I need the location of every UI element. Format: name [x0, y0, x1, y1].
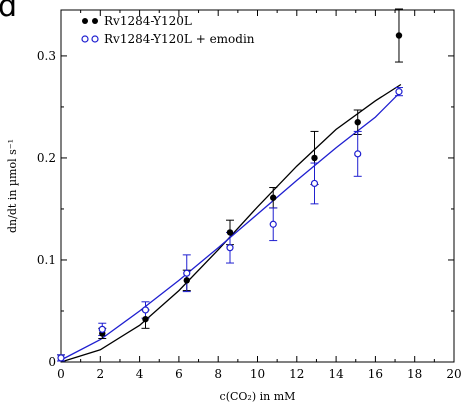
y-tick-label: 0.2	[37, 151, 56, 165]
data-point-series-2	[141, 306, 150, 314]
legend-label-series-2: Rv1284-Y120L + emodin	[104, 32, 255, 46]
x-tick-label: 16	[368, 367, 383, 381]
data-point-series-2	[395, 88, 403, 96]
error-bars	[57, 8, 403, 362]
y-axis: 0 0.1 0.2 0.3	[37, 49, 454, 369]
fit-curve-series-1	[60, 83, 402, 363]
legend-marker-series-1b	[92, 18, 98, 24]
legend-marker-series-2a	[81, 35, 89, 43]
x-tick-label: 12	[289, 367, 304, 381]
x-tick-label: 2	[96, 367, 104, 381]
data-point-series-2	[354, 150, 362, 158]
data-point-series-1	[142, 315, 149, 323]
y-tick-label: 0	[48, 355, 56, 369]
data-point-series-1	[270, 194, 277, 201]
x-tick-label: 0	[57, 367, 65, 381]
data-point-series-2	[269, 220, 277, 228]
plot-frame	[60, 9, 455, 363]
data-point-series-2	[183, 269, 191, 277]
legend-marker-series-1a	[82, 18, 88, 24]
x-tick-label: 6	[175, 367, 183, 381]
x-tick-label: 4	[136, 367, 144, 381]
x-tick-label: 20	[446, 367, 461, 381]
legend-label-series-1: Rv1284-Y120L	[104, 14, 192, 28]
data-point-series-2	[226, 244, 234, 252]
data-point-series-2	[57, 354, 65, 362]
legend-marker-series-2b	[91, 35, 99, 43]
data-point-series-1	[311, 154, 318, 162]
y-axis-label: dn/dt in µmol s⁻¹	[6, 139, 19, 233]
data-point-series-1	[183, 277, 190, 284]
data-point-series-2	[98, 325, 106, 333]
data-point-series-1	[354, 119, 361, 126]
data-point-series-1	[395, 32, 403, 39]
data-points	[57, 32, 403, 362]
x-tick-label: 14	[328, 367, 344, 381]
x-tick-label: 18	[407, 367, 422, 381]
data-point-series-1	[226, 229, 234, 236]
x-axis-label: c(CO₂) in mM	[220, 390, 296, 403]
legend: Rv1284-Y120L Rv1284-Y120L + emodin	[81, 14, 255, 46]
data-point-series-2	[310, 179, 319, 188]
y-tick-label: 0.3	[37, 49, 56, 63]
x-tick-label: 10	[250, 367, 265, 381]
x-axis: 0 2 4 6 8 10 12 14 16 18 20	[57, 10, 461, 381]
panel-letter: d	[0, 0, 17, 24]
x-tick-label: 8	[214, 367, 222, 381]
y-tick-label: 0.1	[37, 253, 56, 267]
fit-curve-series-2	[60, 91, 402, 361]
fit-curves	[60, 83, 402, 363]
